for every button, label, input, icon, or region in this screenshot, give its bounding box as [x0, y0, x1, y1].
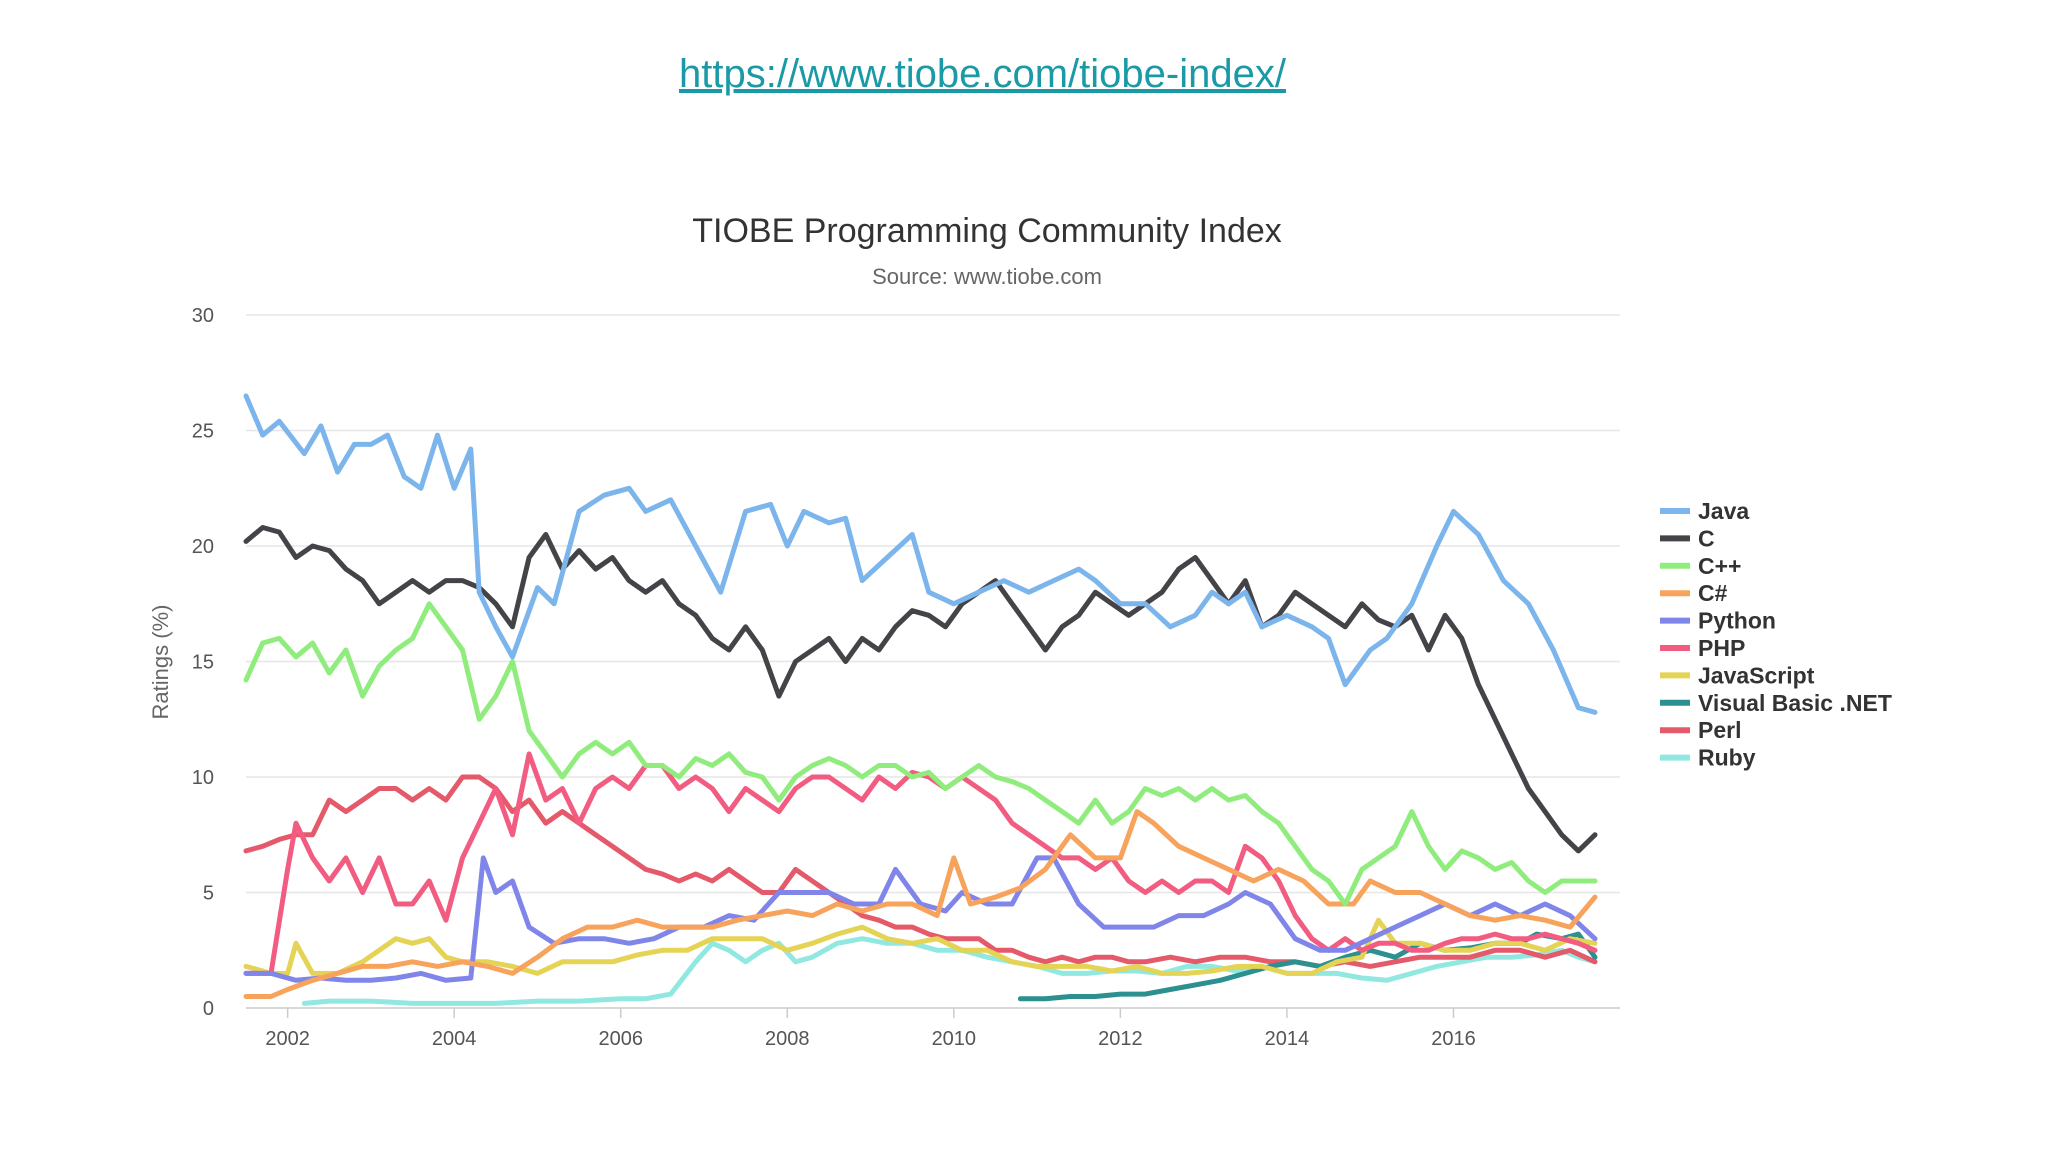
x-tick-label: 2002 [265, 1028, 310, 1050]
legend-label: Java [1698, 498, 1749, 524]
y-tick-label: 0 [203, 998, 214, 1020]
legend-label: Perl [1698, 717, 1741, 743]
legend-label: PHP [1698, 635, 1745, 661]
y-axis-label: Ratings (%) [148, 605, 173, 720]
series-line-c[interactable] [243, 809, 1598, 999]
series-layer [243, 393, 1598, 1006]
y-tick-label: 10 [192, 767, 214, 789]
y-tick-label: 15 [192, 652, 214, 674]
x-ticks: 2002 2004 2006 2008 2010 2012 2014 2016 [265, 1008, 1476, 1050]
legend-label: C [1698, 525, 1715, 551]
y-tick-label: 30 [192, 305, 214, 327]
y-tick-label: 25 [192, 421, 214, 443]
chart-subtitle: Source: www.tiobe.com [872, 264, 1102, 289]
legend-item-java[interactable]: Java [1660, 498, 1749, 524]
x-tick-label: 2010 [932, 1028, 977, 1050]
series-line-c[interactable] [243, 525, 1598, 854]
legend-item-python[interactable]: Python [1660, 608, 1776, 634]
series-line-javascript[interactable] [243, 917, 1598, 976]
x-tick-label: 2012 [1098, 1028, 1143, 1050]
legend-label: Visual Basic .NET [1698, 690, 1892, 716]
legend-label: C# [1698, 580, 1728, 606]
series-line-java[interactable] [243, 393, 1598, 715]
legend-item-ruby[interactable]: Ruby [1660, 745, 1756, 771]
legend-item-c[interactable]: C# [1660, 580, 1728, 606]
x-tick-label: 2004 [432, 1028, 477, 1050]
y-tick-label: 20 [192, 536, 214, 558]
legend-item-php[interactable]: PHP [1660, 635, 1745, 661]
legend-label: Ruby [1698, 745, 1756, 771]
series-line-python[interactable] [243, 855, 1598, 983]
x-tick-label: 2008 [765, 1028, 810, 1050]
x-tick-label: 2014 [1265, 1028, 1310, 1050]
series-line-c[interactable] [243, 601, 1598, 907]
legend-item-javascript[interactable]: JavaScript [1660, 662, 1815, 688]
y-ticks: 0 5 10 15 20 25 30 [192, 305, 214, 1020]
legend-item-c[interactable]: C++ [1660, 553, 1741, 579]
chart-title: TIOBE Programming Community Index [692, 212, 1282, 250]
legend-label: C++ [1698, 553, 1741, 579]
legend-item-visual-basic-net[interactable]: Visual Basic .NET [1660, 690, 1892, 716]
legend-item-c[interactable]: C [1660, 525, 1715, 551]
legend-label: Python [1698, 608, 1776, 634]
x-tick-label: 2016 [1431, 1028, 1476, 1050]
x-tick-label: 2006 [598, 1028, 643, 1050]
tiobe-index-link[interactable]: https://www.tiobe.com/tiobe-index/ [679, 52, 1286, 96]
legend-item-perl[interactable]: Perl [1660, 717, 1741, 743]
legend-label: JavaScript [1698, 662, 1815, 688]
series-line-ruby[interactable] [301, 936, 1598, 1006]
y-tick-label: 5 [203, 883, 214, 905]
